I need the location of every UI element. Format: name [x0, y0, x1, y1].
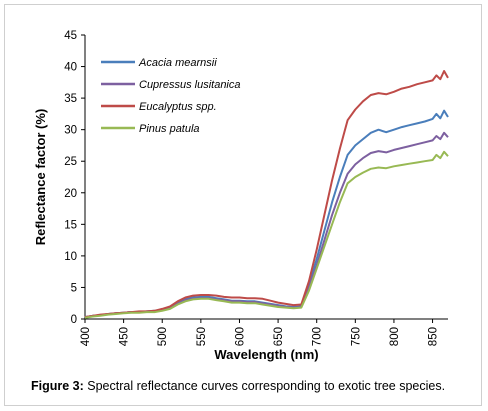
x-tick-label: 550	[196, 327, 208, 346]
axes: 0 5 10 15 20 25 30 35 40 45 400 450 500 550 600 650 700 7…	[64, 30, 448, 346]
legend: Acacia mearnsii Cupressus lusitanica Eucal…	[101, 57, 241, 135]
figure-caption: Figure 3: Spectral reflectance curves co…	[31, 379, 445, 393]
y-tick-label: 35	[64, 93, 77, 105]
y-axis-title: Reflectance factor (%)	[33, 109, 48, 246]
y-tick-label: 10	[64, 251, 77, 263]
y-tick-label: 20	[64, 188, 77, 200]
x-tick-label: 850	[428, 327, 440, 346]
series-lines	[84, 70, 449, 319]
x-tick-label: 650	[273, 327, 285, 346]
y-tick-label: 40	[64, 62, 77, 74]
x-tick-label: 450	[119, 327, 131, 346]
x-tick-label: 500	[157, 327, 169, 346]
legend-label: Acacia mearnsii	[138, 57, 217, 69]
y-tick-label: 30	[64, 125, 77, 137]
legend-label: Pinus patula	[139, 123, 200, 135]
reflectance-chart: 0 5 10 15 20 25 30 35 40 45 400 450 500 550 600 650 700 7…	[33, 30, 449, 362]
series-line-acacia-mearnsii	[84, 109, 449, 319]
caption-text: Spectral reflectance curves correspondin…	[83, 379, 446, 393]
x-axis-title: Wavelength (nm)	[214, 347, 318, 362]
x-tick-label: 700	[312, 327, 324, 346]
y-tick-label: 5	[71, 282, 77, 294]
legend-label: Eucalyptus spp.	[139, 101, 217, 113]
y-tick-label: 15	[64, 219, 77, 231]
legend-label: Cupressus lusitanica	[139, 79, 241, 91]
y-tick-label: 25	[64, 156, 77, 168]
series-line-pinus-patula	[84, 150, 449, 319]
figure-panel: 0 5 10 15 20 25 30 35 40 45 400 450 500 550 600 650 700 7…	[4, 4, 482, 406]
x-tick-label: 400	[80, 327, 92, 346]
x-tick-label: 750	[350, 327, 362, 346]
x-tick-label: 600	[234, 327, 246, 346]
y-tick-label: 45	[64, 30, 77, 42]
y-tick-label: 0	[71, 314, 77, 326]
series-line-cupressus-lusitanica	[84, 131, 449, 319]
x-tick-label: 800	[389, 327, 401, 346]
caption-label: Figure 3:	[31, 379, 84, 393]
